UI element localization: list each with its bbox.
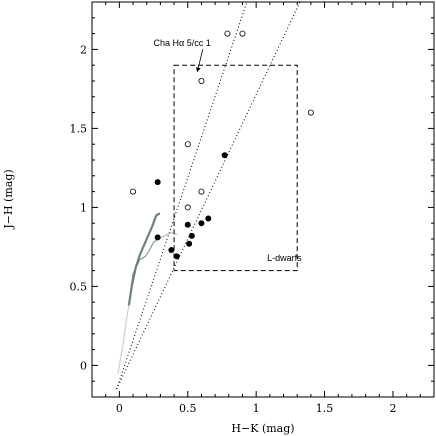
open-data-point (307, 109, 314, 116)
filled-data-point (205, 215, 212, 222)
annotation-arrow (195, 49, 204, 73)
y-tick-label: 2 (80, 43, 87, 56)
filled-data-point (154, 234, 161, 241)
open-data-point (184, 204, 191, 211)
filled-data-point (154, 179, 161, 186)
object-annotation-label: Cha Hα 5/cc 1 (154, 38, 211, 48)
filled-data-point (188, 232, 195, 239)
open-data-point (198, 188, 205, 195)
open-data-point (130, 188, 137, 195)
l-dwarf-region-box (173, 64, 298, 272)
open-data-point (198, 78, 205, 85)
giant-locus-line (127, 212, 161, 307)
region-annotation-label: L-dwarfs (267, 253, 302, 263)
filled-data-point (221, 152, 228, 159)
y-tick-label: 0.5 (70, 280, 88, 293)
filled-data-point (186, 240, 193, 247)
x-axis-label: H−K (mag) (231, 422, 294, 435)
x-tick-label: 0 (116, 402, 123, 415)
filled-data-point (168, 247, 175, 254)
reddening-vector-line (116, 2, 301, 390)
x-tick-label: 0.5 (179, 402, 197, 415)
y-tick-label: 0 (80, 359, 87, 372)
y-tick-label: 1 (80, 201, 87, 214)
filled-data-point (184, 221, 191, 228)
filled-data-point (198, 220, 205, 227)
x-tick-label: 2 (389, 402, 396, 415)
y-tick-label: 1.5 (70, 122, 88, 135)
open-data-point (224, 30, 231, 37)
y-axis-label: J−H (mag) (2, 169, 15, 229)
reddening-vector-line (116, 2, 248, 390)
open-data-point (239, 30, 246, 37)
x-tick-label: 1 (253, 402, 260, 415)
open-data-point (184, 141, 191, 148)
plot-frame (91, 1, 435, 398)
filled-data-point (173, 253, 180, 260)
giant-faint-locus-line (117, 304, 130, 374)
x-tick-label: 1.5 (316, 402, 334, 415)
